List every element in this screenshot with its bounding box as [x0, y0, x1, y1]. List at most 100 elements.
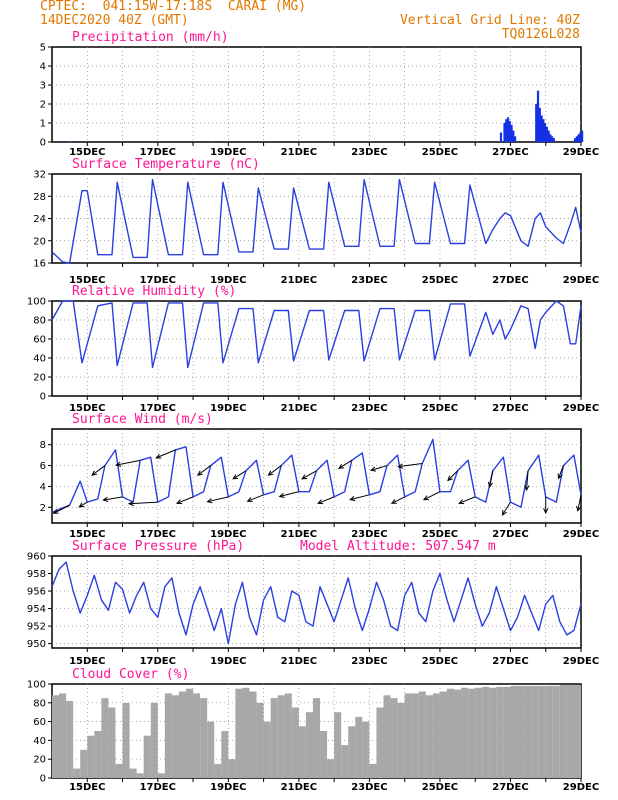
wind-arrow-shaft: [398, 462, 423, 468]
cloud-bar: [207, 721, 215, 778]
wind-arrow: [78, 501, 88, 508]
precip-bar: [62, 141, 65, 142]
rh-frame: [51, 300, 582, 397]
cloud-bar: [369, 763, 377, 778]
precip-bar: [552, 138, 555, 142]
pres-ytick-label: 958: [27, 569, 46, 580]
wind-arrow: [196, 465, 211, 476]
wind-arrow-head: [175, 499, 183, 505]
cloud-bar: [263, 721, 271, 778]
cloud-bar: [284, 693, 292, 778]
wind-arrow-shaft: [317, 496, 335, 504]
cloud-title: Cloud Cover (%): [72, 667, 189, 682]
wind-arrow-shaft: [279, 491, 299, 497]
wind-arrow: [91, 465, 106, 476]
precip-bar: [573, 138, 577, 142]
wind-xtick-label: 21DEC: [281, 529, 317, 540]
cloud-bar: [432, 693, 440, 778]
wind-arrow: [232, 470, 247, 480]
cloud-xtick-label: 25DEC: [422, 782, 458, 793]
cloud-bar: [94, 731, 102, 778]
cloud-bar: [454, 689, 462, 778]
wind-arrow-head: [115, 461, 122, 467]
cloud-ytick-label: 20: [33, 755, 46, 766]
wind-arrow-shaft: [128, 501, 158, 505]
wind-arrow: [317, 496, 335, 505]
precip-bar: [538, 107, 541, 142]
cloud-bar: [545, 685, 553, 778]
cloud-panel: Cloud Cover (%) 0 20 40 60 80 100 15DEC 17DEC 19D…: [27, 667, 599, 793]
wind-arrow-shaft: [91, 465, 106, 476]
wind-xtick-label: 17DEC: [140, 529, 176, 540]
rh-xtick-label: 25DEC: [422, 403, 458, 414]
wind-arrow: [246, 494, 264, 503]
wind-arrow: [52, 504, 70, 514]
rh-ytick-label: 20: [33, 373, 46, 384]
cloud-bar: [171, 695, 179, 778]
cloud-bar: [73, 768, 81, 778]
wind-arrow: [206, 496, 229, 504]
cloud-bar: [531, 685, 539, 778]
precip-panel: Precipitation (mm/h) 0 1 2 3 4 5 15DEC 17DEC 19DE…: [40, 30, 600, 158]
wind-arrow-head: [390, 499, 397, 504]
datetime-header: 14DEC2020 40Z (GMT): [40, 13, 189, 28]
cloud-bar: [418, 691, 426, 778]
precip-xtick-label: 17DEC: [140, 147, 176, 158]
precip-ytick-label: 0: [40, 138, 46, 149]
cloud-bar: [573, 684, 581, 778]
wind-xtick-label: 19DEC: [210, 529, 246, 540]
wind-arrow-shaft: [207, 496, 229, 503]
cloud-bar: [193, 693, 201, 778]
wind-arrow: [501, 501, 511, 516]
wind-arrow-head: [317, 499, 324, 505]
precip-bar: [540, 115, 543, 142]
rh-ytick-label: 80: [33, 316, 46, 327]
wind-arrow-shaft: [338, 459, 353, 469]
temp-ytick-label: 28: [33, 192, 46, 203]
cloud-xtick-label: 19DEC: [210, 782, 246, 793]
wind-arrow: [127, 500, 158, 507]
wind-arrow-head: [337, 463, 344, 469]
rh-panel: Relative Humidity (%) 0 20 40 60 80 100 15DEC 17…: [27, 284, 599, 414]
precip-bar: [210, 141, 213, 142]
wind-arrow: [543, 496, 549, 515]
cloud-bar: [186, 688, 194, 778]
precip-bar: [510, 124, 513, 142]
wind-arrow-head: [369, 466, 377, 472]
wind-arrow-head: [422, 495, 429, 501]
precip-ytick-label: 5: [40, 43, 46, 54]
cloud-bar: [376, 707, 384, 778]
precip-bar: [513, 136, 517, 142]
cloud-bar: [235, 688, 243, 778]
rh-ytick-label: 40: [33, 354, 46, 365]
cloud-bar: [341, 745, 349, 778]
cloud-ytick-label: 100: [27, 680, 46, 691]
cloud-bar: [559, 684, 567, 778]
cloud-bar: [87, 735, 95, 778]
wind-arrow-head: [232, 474, 239, 480]
wind-arrow-shaft: [268, 465, 282, 476]
precip-ytick-label: 1: [40, 119, 46, 130]
wind-frame: [51, 428, 582, 524]
wind-arrow: [369, 465, 388, 472]
wind-arrow-head: [576, 505, 582, 512]
pres-ytick-label: 956: [27, 587, 46, 598]
cloud-bar: [298, 726, 306, 778]
pres-xtick-label: 19DEC: [210, 656, 246, 667]
precip-bar: [542, 119, 545, 142]
cloud-bar: [397, 702, 405, 778]
wind-arrow-shaft: [459, 496, 476, 504]
wind-arrow: [458, 496, 476, 505]
precip-bar: [549, 134, 552, 142]
precip-bar: [575, 136, 578, 142]
temp-xtick-label: 23DEC: [351, 275, 387, 286]
wind-arrow-shaft: [301, 470, 317, 480]
cloud-bar: [291, 707, 299, 778]
cloud-bar: [390, 698, 398, 778]
wind-xtick-label: 27DEC: [492, 529, 528, 540]
cloud-bar: [320, 731, 328, 778]
precip-title: Precipitation (mm/h): [72, 30, 229, 45]
cloud-bar: [439, 691, 447, 778]
wind-arrow-shaft: [447, 470, 458, 481]
cloud-bar: [355, 716, 363, 778]
